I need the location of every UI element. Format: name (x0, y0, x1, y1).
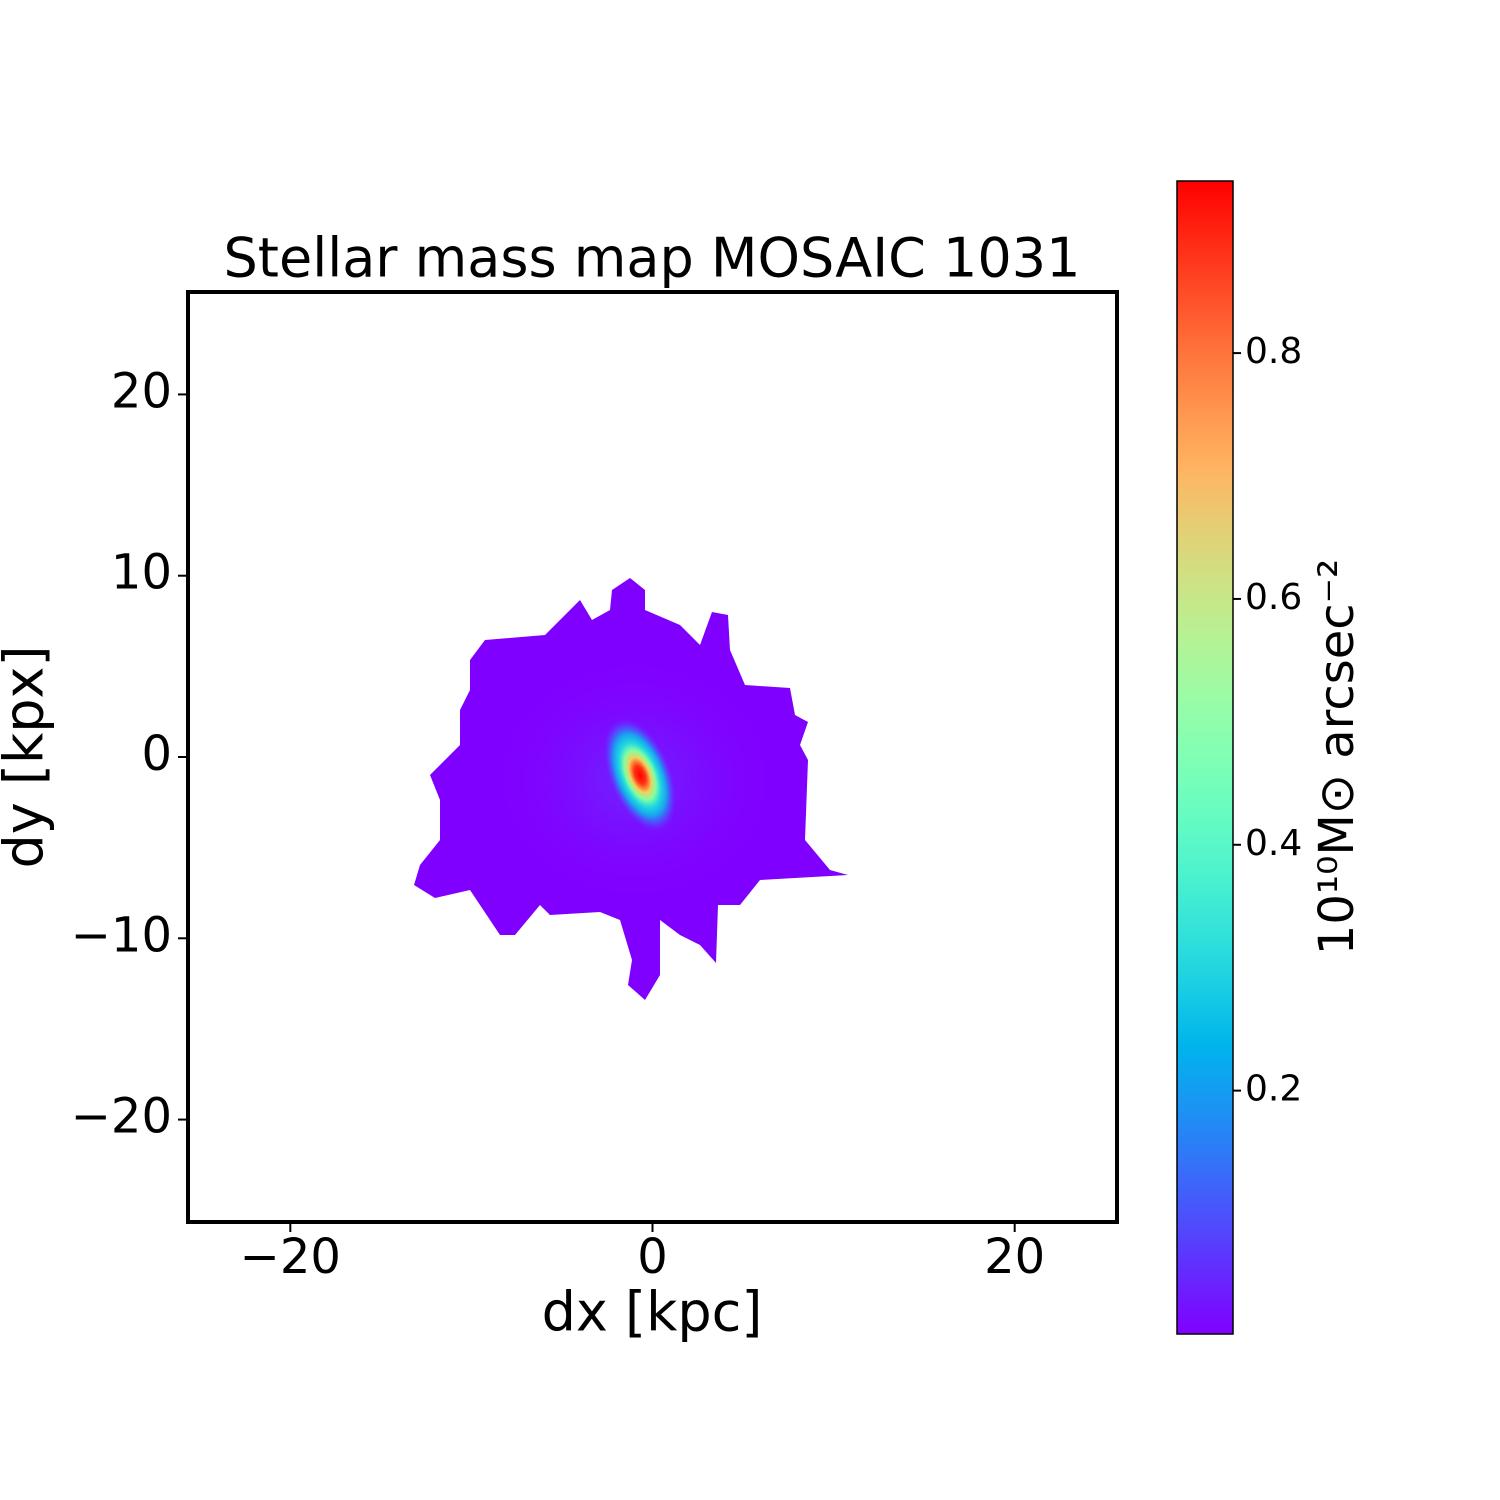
galaxy-image (414, 578, 848, 1000)
y-tick-label: −20 (71, 1089, 172, 1145)
colorbar-label: 10¹⁰M⊙ arcsec⁻² (1309, 559, 1365, 955)
colorbar-tick-label: 0.2 (1245, 1069, 1302, 1110)
colorbar-tick-label: 0.6 (1245, 577, 1302, 618)
y-tick-label: −10 (71, 907, 172, 963)
x-tick-label: 0 (637, 1229, 668, 1285)
colorbar-tick-label: 0.8 (1245, 331, 1302, 372)
x-axis-label: dx [kpc] (542, 1281, 763, 1344)
x-tick-label: −20 (240, 1229, 341, 1285)
colorbar (1176, 180, 1234, 1335)
y-tick-label: 20 (111, 363, 172, 419)
chart-title: Stellar mass map MOSAIC 1031 (224, 227, 1081, 290)
y-tick-label: 0 (141, 726, 172, 782)
y-axis-label: dy [kpx] (0, 645, 56, 868)
x-tick-label: 20 (984, 1229, 1045, 1285)
y-tick-label: 10 (111, 545, 172, 601)
colorbar-tick-label: 0.4 (1245, 823, 1302, 864)
